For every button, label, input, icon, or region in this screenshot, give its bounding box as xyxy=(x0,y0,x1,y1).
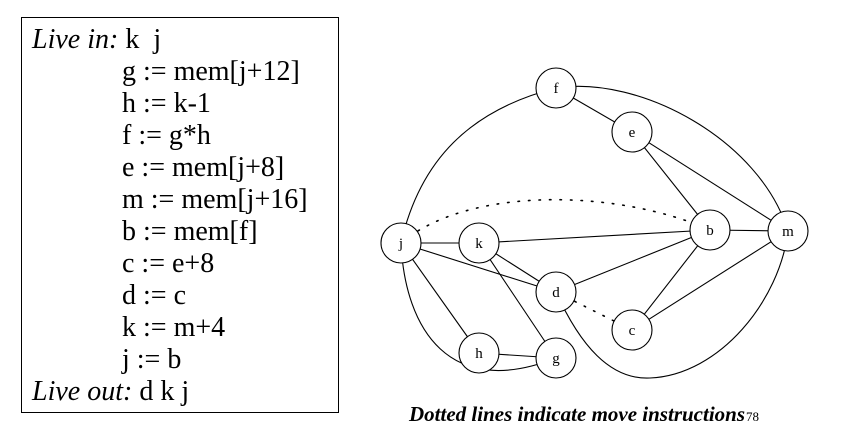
graph-nodes: f e j k b m d c h g xyxy=(380,67,809,379)
node-label: b xyxy=(706,223,714,239)
node-label: k xyxy=(475,236,483,252)
live-out-line: Live out: d k j xyxy=(32,376,189,408)
interference-edge-f-m xyxy=(555,85,789,232)
node-circle xyxy=(611,309,653,351)
node-circle xyxy=(535,67,577,109)
interference-edge-e-m xyxy=(631,131,789,232)
node-circle xyxy=(689,209,731,251)
instruction-line: e := mem[j+8] xyxy=(122,152,285,183)
graph-node-k: k xyxy=(458,222,500,264)
node-label: j xyxy=(398,236,403,252)
caption: Dotted lines indicate move instructions7… xyxy=(409,402,759,427)
instruction-line: j := b xyxy=(122,344,182,375)
graph-node-j: j xyxy=(380,222,422,264)
live-in-vars: k j xyxy=(125,24,162,55)
node-circle xyxy=(611,111,653,153)
node-label: c xyxy=(629,323,636,339)
interference-edge-e-b xyxy=(631,131,711,231)
page-number: 78 xyxy=(746,409,760,424)
instruction-line: m := mem[j+16] xyxy=(122,184,308,215)
node-label: e xyxy=(629,125,636,141)
node-circle xyxy=(767,210,809,252)
graph-node-f: f xyxy=(535,67,577,109)
caption-text: Dotted lines indicate move instructions xyxy=(409,402,746,426)
graph-node-h: h xyxy=(458,332,500,374)
node-circle xyxy=(380,222,422,264)
instruction-line: b := mem[f] xyxy=(122,216,258,247)
node-circle xyxy=(535,271,577,313)
live-out-label: Live out: xyxy=(32,376,133,407)
instruction-line: d := c xyxy=(122,280,186,311)
instruction-line: f := g*h xyxy=(122,120,211,151)
interference-edge-k-b xyxy=(478,229,711,244)
graph-node-m: m xyxy=(767,210,809,252)
node-circle xyxy=(458,222,500,264)
instruction-line: g := mem[j+12] xyxy=(122,56,300,87)
instruction-line: k := m+4 xyxy=(122,312,226,343)
live-in-line: Live in: k j xyxy=(32,24,161,56)
interference-edge-j-g xyxy=(400,242,557,371)
code-listing-box: Live in: k j g := mem[j+12] h := k-1 f :… xyxy=(21,17,339,413)
node-circle xyxy=(458,332,500,374)
interference-edge-j-d xyxy=(400,242,557,293)
graph-node-d: d xyxy=(535,271,577,313)
interference-edge-k-g xyxy=(478,242,557,359)
interference-edge-b-c xyxy=(631,229,711,331)
interference-edge-m-d xyxy=(555,230,789,379)
node-label: d xyxy=(552,285,560,301)
node-label: h xyxy=(475,346,483,362)
graph-node-e: e xyxy=(611,111,653,153)
node-circle xyxy=(535,337,577,379)
move-edge-j-b xyxy=(400,198,711,244)
interference-edge-f-j xyxy=(400,87,557,244)
instruction-line: c := e+8 xyxy=(122,248,215,279)
interference-edge-b-d xyxy=(555,229,711,293)
node-label: g xyxy=(552,351,560,367)
live-out-vars: d k j xyxy=(139,376,190,407)
node-label: m xyxy=(782,224,794,240)
live-in-label: Live in: xyxy=(32,24,119,55)
instruction-line: h := k-1 xyxy=(122,88,211,119)
graph-node-g: g xyxy=(535,337,577,379)
interference-edge-j-h xyxy=(400,242,480,354)
move-edge-d-c xyxy=(555,291,633,331)
interference-graph: f e j k b m d c h g xyxy=(380,67,809,379)
graph-node-c: c xyxy=(611,309,653,351)
graph-node-b: b xyxy=(689,209,731,251)
node-label: f xyxy=(554,81,559,97)
interference-edge-m-c xyxy=(631,230,789,331)
